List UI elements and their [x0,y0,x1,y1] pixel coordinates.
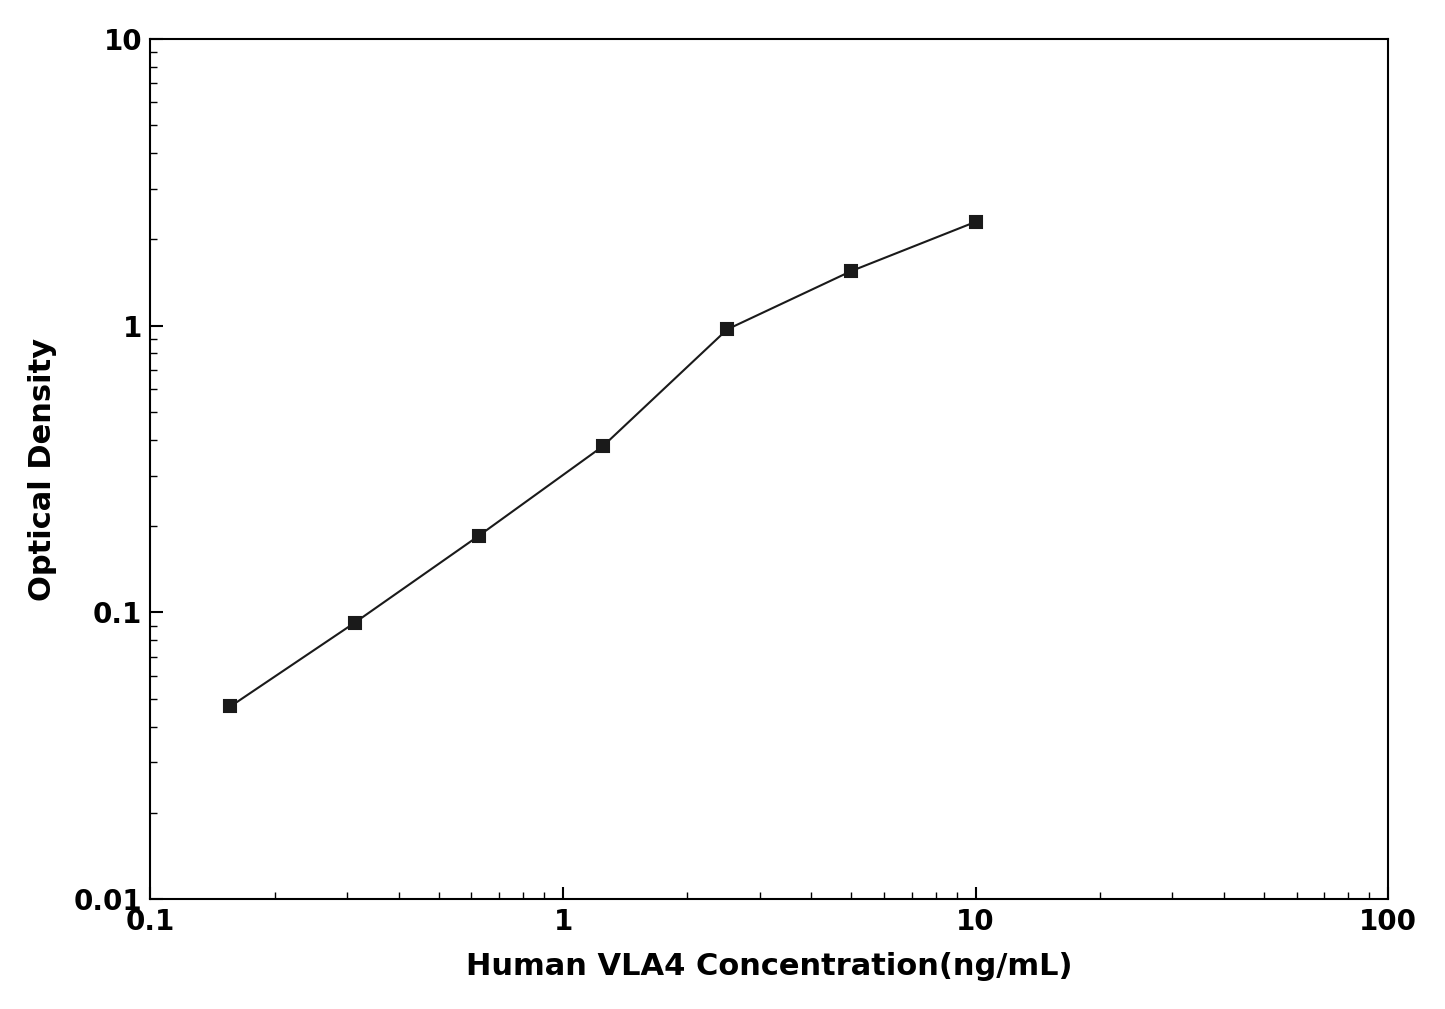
X-axis label: Human VLA4 Concentration(ng/mL): Human VLA4 Concentration(ng/mL) [467,952,1072,981]
Y-axis label: Optical Density: Optical Density [27,337,56,600]
